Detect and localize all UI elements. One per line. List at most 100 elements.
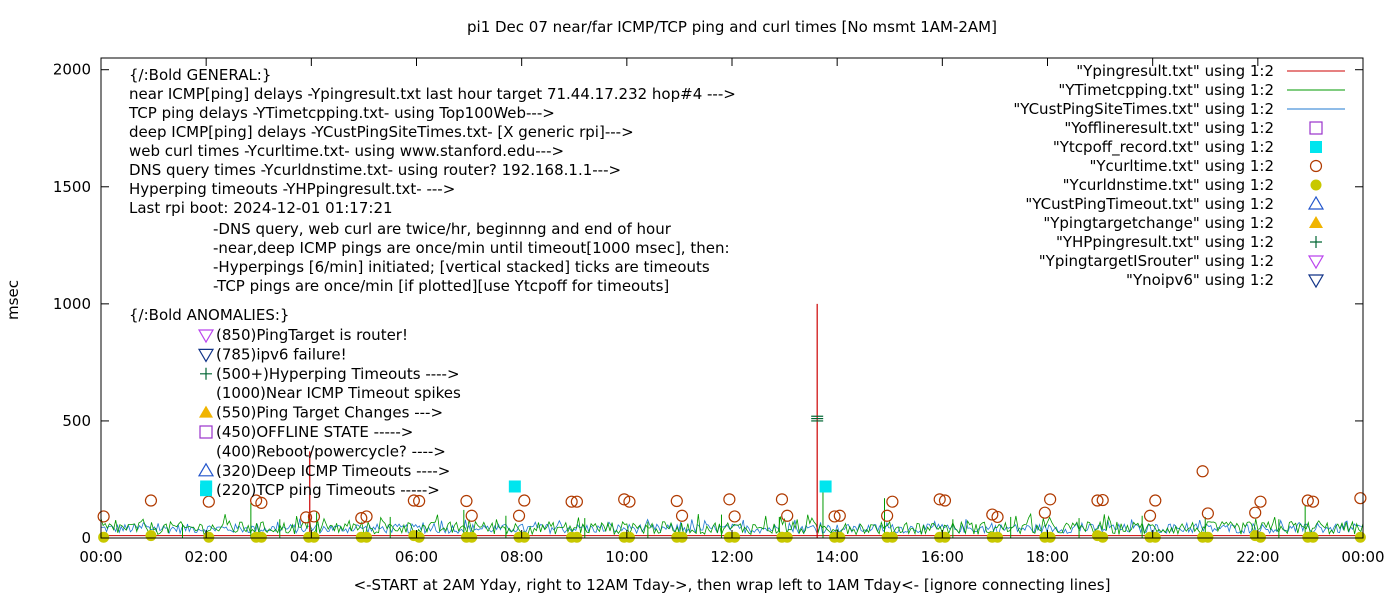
anomaly-marker-5 <box>199 425 213 439</box>
curltime-point-45 <box>1354 492 1367 505</box>
anomaly-label-1: (785)ipv6 failure! <box>216 345 347 363</box>
tcp-timeout-point-2 <box>819 480 832 493</box>
legend-symbol-9 <box>1310 236 1322 248</box>
dnstime-point-44 <box>1307 531 1319 543</box>
curltime-point-40 <box>1201 507 1214 520</box>
legend-label-6: "Ycurldnstime.txt" using 1:2 <box>1063 176 1274 194</box>
curltime-point-33 <box>1038 506 1051 519</box>
dnstime-point-0 <box>98 531 110 543</box>
curltime-point-13 <box>512 509 526 522</box>
curltime-point-42 <box>1254 495 1267 508</box>
general-note-6: Hyperping timeouts -YHPpingresult.txt- -… <box>129 180 455 198</box>
legend-label-11: "Ynoipv6" using 1:2 <box>1126 271 1274 289</box>
legend-label-8: "Ypingtargetchange" using 1:2 <box>1043 214 1274 232</box>
y-tick-label-4: 2000 <box>53 61 91 79</box>
curltime-point-17 <box>618 493 631 506</box>
tcp-timeout-point-1 <box>508 480 521 493</box>
x-tick-label-10: 20:00 <box>1131 548 1174 566</box>
dnstime-point-24 <box>781 531 793 543</box>
curltime-point-19 <box>670 494 683 508</box>
anomaly-label-7: (320)Deep ICMP Timeouts ----> <box>216 462 450 480</box>
curltime-point-6 <box>307 510 321 523</box>
dnstime-point-38 <box>1149 531 1161 543</box>
anomaly-marker-1 <box>197 348 215 363</box>
dnstime-point-28 <box>886 531 898 543</box>
curltime-point-31 <box>986 508 999 521</box>
legend-label-0: "Ypingresult.txt" using 1:2 <box>1076 62 1274 80</box>
anomaly-label-0: (850)PingTarget is router! <box>216 326 408 344</box>
dnstime-point-16 <box>571 531 583 543</box>
dnstime-point-26 <box>834 531 846 543</box>
legend-symbol-10 <box>1307 255 1325 270</box>
legend-symbol-7 <box>1307 195 1325 210</box>
dnstime-point-2 <box>203 531 215 543</box>
curltime-point-15 <box>565 495 578 508</box>
dnstime-point-45 <box>1354 531 1366 543</box>
curltime-point-18 <box>623 495 636 508</box>
curltime-point-24 <box>781 509 794 522</box>
dnstime-point-20 <box>676 531 688 543</box>
dnstime-point-36 <box>1097 531 1109 543</box>
general-note-4: web curl times -Ycurltime.txt- using www… <box>129 142 564 160</box>
anomaly-marker-4 <box>199 405 213 418</box>
dnstime-point-12 <box>466 531 478 543</box>
curltime-point-8 <box>360 510 373 523</box>
curltime-point-12 <box>465 509 478 522</box>
curltime-point-22 <box>728 510 741 523</box>
chart-title: pi1 Dec 07 near/far ICMP/TCP ping and cu… <box>467 18 997 36</box>
legend-label-7: "YCustPingTimeout.txt" using 1:2 <box>1025 195 1274 213</box>
curltime-point-4 <box>255 496 268 509</box>
curltime-point-38 <box>1149 494 1162 507</box>
dnstime-point-4 <box>255 531 267 543</box>
legend-label-9: "YHPpingresult.txt" using 1:2 <box>1056 233 1274 251</box>
x-axis-label: <-START at 2AM Yday, right to 12AM Tday-… <box>354 576 1111 594</box>
curltime-point-28 <box>886 495 899 508</box>
x-tick-label-4: 08:00 <box>500 548 543 566</box>
dnstime-point-32 <box>992 531 1004 543</box>
y-tick-label-1: 500 <box>62 412 91 430</box>
legend-label-3: "Yofflineresult.txt" using 1:2 <box>1064 119 1274 137</box>
curltime-point-35 <box>1091 494 1104 507</box>
dnstime-point-18 <box>623 531 635 543</box>
legend-label-1: "YTimetcpping.txt" using 1:2 <box>1058 81 1274 99</box>
curltime-point-36 <box>1096 493 1109 507</box>
legend-label-5: "Ycurltime.txt" using 1:2 <box>1089 157 1274 175</box>
dnstime-point-30 <box>939 531 951 543</box>
curltime-point-9 <box>407 494 420 507</box>
curltime-point-43 <box>1301 494 1314 507</box>
curltime-point-2 <box>202 495 215 508</box>
x-tick-label-2: 04:00 <box>290 548 333 566</box>
curltime-point-5 <box>299 511 313 524</box>
curltime-point-11 <box>460 494 473 508</box>
curltime-point-7 <box>355 511 368 525</box>
curltime-point-0 <box>97 510 110 523</box>
curltime-point-37 <box>1143 509 1157 522</box>
x-tick-label-6: 12:00 <box>710 548 753 566</box>
anomaly-marker-8 <box>200 484 212 497</box>
dnstime-point-22 <box>729 531 741 543</box>
general-note-3: deep ICMP[ping] delays -YCustPingSiteTim… <box>129 123 634 141</box>
dnstime-point-14 <box>518 531 530 543</box>
x-tick-label-9: 18:00 <box>1026 548 1069 566</box>
y-tick-label-2: 1000 <box>53 295 91 313</box>
legend-symbol-3 <box>1309 121 1323 135</box>
anomaly-marker-2 <box>200 367 212 380</box>
general-detail-1: -near,deep ICMP pings are once/min until… <box>213 239 730 257</box>
curltime-point-14 <box>518 494 531 507</box>
anomaly-label-6: (400)Reboot/powercycle? ----> <box>216 442 446 460</box>
general-note-7: Last rpi boot: 2024-12-01 01:17:21 <box>129 199 393 217</box>
legend-symbol-8 <box>1309 216 1323 228</box>
y-axis-label: msec <box>4 280 22 320</box>
y-tick-label-0: 0 <box>81 529 91 547</box>
legend-label-2: "YCustPingSiteTimes.txt" using 1:2 <box>1013 100 1274 118</box>
curltime-point-16 <box>570 495 583 508</box>
dnstime-point-34 <box>1044 531 1056 543</box>
legend-label-4: "Ytcpoff_record.txt" using 1:2 <box>1053 138 1274 157</box>
general-note-0: {/:Bold GENERAL:} <box>129 66 271 84</box>
dnstime-point-40 <box>1202 531 1214 543</box>
curltime-point-20 <box>675 509 689 522</box>
curltime-point-25 <box>828 510 841 523</box>
curltime-point-30 <box>938 494 952 507</box>
